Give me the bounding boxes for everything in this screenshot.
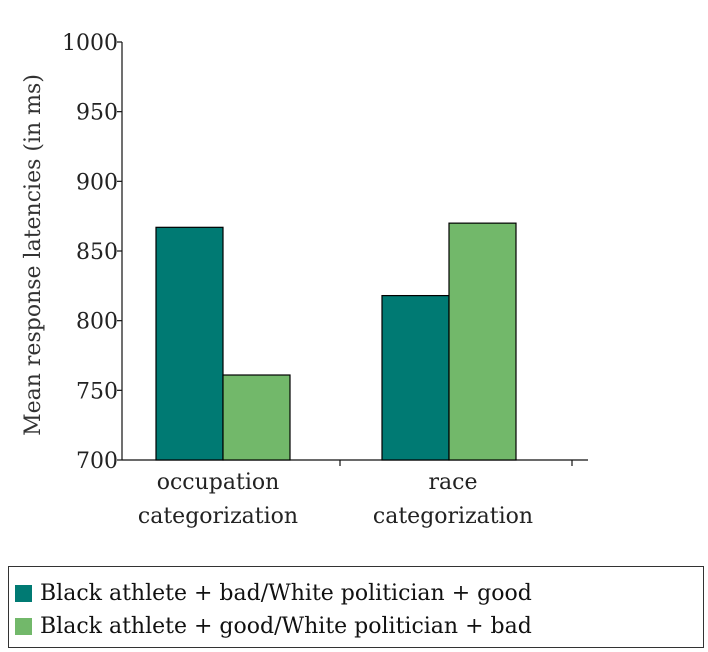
- category-label-line: race: [429, 470, 478, 495]
- bar-2-category-1: [222, 374, 291, 461]
- y-ticks: 700 750 800 850 900 950 1000: [62, 31, 122, 474]
- y-tick-label: 850: [76, 240, 118, 265]
- category-label-line: categorization: [138, 504, 298, 529]
- y-axis-label: Mean response latencies (in ms): [21, 74, 46, 436]
- category-label-line: categorization: [373, 504, 533, 529]
- bar-1-category-2: [381, 294, 450, 461]
- category-labels: occupation categorization race categorizati…: [138, 470, 533, 529]
- legend-swatch-series-1: [15, 585, 32, 602]
- y-tick-label: 750: [76, 379, 118, 404]
- legend-swatch-series-2: [15, 618, 32, 635]
- legend-item-series-2: Black athlete + good/White politician + …: [15, 610, 703, 643]
- category-label: race categorization: [373, 470, 533, 529]
- y-tick-label: 950: [76, 101, 118, 126]
- bars: [155, 222, 517, 461]
- bar-2-category-2: [448, 222, 517, 461]
- y-axis-title: Mean response latencies (in ms): [21, 74, 46, 436]
- y-tick-label: 700: [76, 449, 118, 474]
- category-label-line: occupation: [157, 470, 280, 495]
- y-tick-label: 900: [76, 170, 118, 195]
- y-tick-label: 1000: [62, 31, 118, 56]
- bar-1-category-1: [155, 226, 224, 461]
- bar-chart: Mean response latencies (in ms) 700 750 80…: [21, 31, 588, 529]
- legend-item-series-1: Black athlete + bad/White politician + g…: [15, 577, 703, 610]
- legend: Black athlete + bad/White politician + g…: [8, 566, 704, 648]
- legend-label-series-1: Black athlete + bad/White politician + g…: [40, 581, 532, 606]
- category-label: occupation categorization: [138, 470, 298, 529]
- y-tick-label: 800: [76, 310, 118, 335]
- legend-label-series-2: Black athlete + good/White politician + …: [40, 614, 532, 639]
